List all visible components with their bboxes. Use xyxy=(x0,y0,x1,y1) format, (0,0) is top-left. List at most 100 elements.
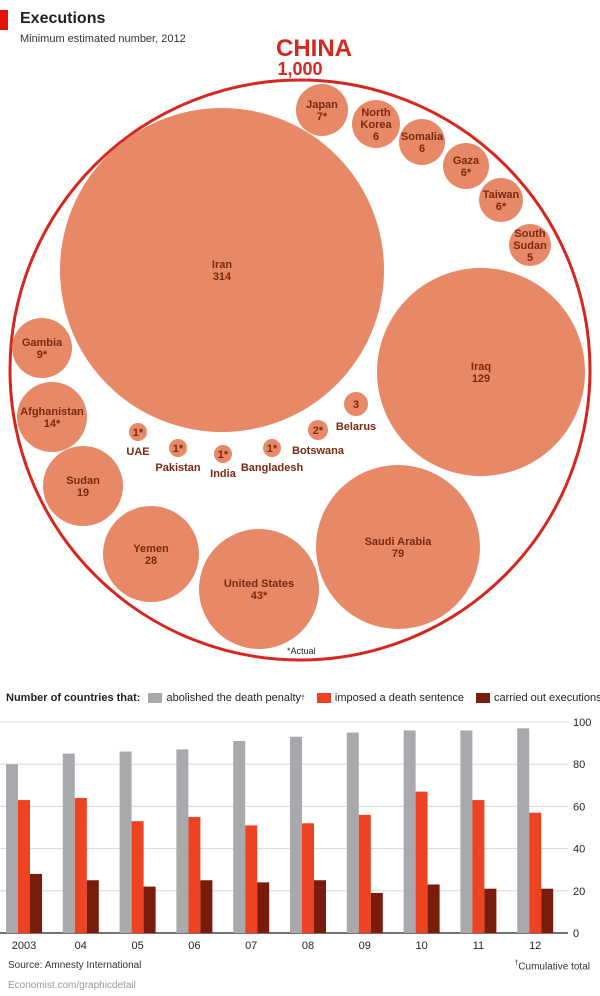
bubble-label-iran: Iran xyxy=(212,259,232,271)
bubble-label-afghanistan: Afghanistan xyxy=(20,406,84,418)
bubble-value-gaza: 6* xyxy=(461,167,472,179)
bubble-value-pakistan: 1* xyxy=(173,443,184,455)
bubble-label-iraq: Iraq xyxy=(471,361,491,373)
bubble-label-gaza: Gaza xyxy=(453,155,480,167)
x-tick-label-08: 08 xyxy=(302,940,314,952)
y-tick-label-40: 40 xyxy=(573,844,585,856)
bubble-label-south-sudan-0: South xyxy=(514,228,545,240)
bubble-value-yemen: 28 xyxy=(145,555,157,567)
actual-note: *Actual xyxy=(287,646,316,656)
legend-label-abolished: abolished the death penalty xyxy=(166,692,302,704)
bar-imposed-12 xyxy=(529,812,542,933)
legend-swatch-executed xyxy=(475,693,490,703)
bubble-botswana xyxy=(308,420,328,440)
bar-abolished-10 xyxy=(403,730,416,933)
bubble-pakistan xyxy=(169,439,187,457)
x-tick-label-10: 10 xyxy=(415,940,427,952)
bubble-value-united-states: 43* xyxy=(251,590,268,602)
bar-abolished-04 xyxy=(62,753,75,933)
legend-dagger: † xyxy=(301,694,305,702)
x-tick-label-2003: 2003 xyxy=(12,940,36,952)
bubble-value-iraq: 129 xyxy=(472,373,490,385)
bubble-label-taiwan: Taiwan xyxy=(483,189,520,201)
bar-executed-2003 xyxy=(30,873,42,933)
bar-abolished-08 xyxy=(290,736,302,933)
bar-imposed-2003 xyxy=(18,800,30,933)
bubble-value-afghanistan: 14* xyxy=(44,418,61,430)
bubble-label-yemen: Yemen xyxy=(133,543,169,555)
bar-executed-05 xyxy=(143,886,156,933)
chart-title: Executions xyxy=(20,10,106,27)
bar-abolished-2003 xyxy=(6,764,18,933)
bar-imposed-06 xyxy=(188,816,201,933)
bubble-united-states xyxy=(199,529,319,649)
footnote-dagger: † xyxy=(514,960,519,967)
bar-abolished-06 xyxy=(176,749,189,933)
bar-executed-09 xyxy=(370,892,383,933)
bar-imposed-08 xyxy=(302,823,314,933)
bubble-value-saudi-arabia: 79 xyxy=(392,548,404,560)
bubble-value-taiwan: 6* xyxy=(496,201,507,213)
bubble-value-south-sudan: 5 xyxy=(527,252,533,264)
bubble-label-north-korea-0: North xyxy=(361,107,391,119)
bubble-value-india: 1* xyxy=(218,449,229,461)
bubble-value-bangladesh: 1* xyxy=(267,443,278,455)
bubble-japan xyxy=(296,84,348,136)
x-tick-label-06: 06 xyxy=(188,940,200,952)
bar-imposed-07 xyxy=(245,825,258,933)
bar-executed-10 xyxy=(427,884,440,933)
bar-imposed-10 xyxy=(415,791,428,933)
bar-chart-title: Number of countries that: xyxy=(6,692,141,704)
bubble-label-japan: Japan xyxy=(306,99,338,111)
bar-abolished-12 xyxy=(517,728,530,933)
bar-imposed-04 xyxy=(74,797,87,933)
bar-executed-07 xyxy=(257,882,270,933)
bar-abolished-09 xyxy=(346,732,359,933)
bar-imposed-05 xyxy=(131,821,144,933)
bar-imposed-09 xyxy=(358,814,371,933)
legend-swatch-imposed xyxy=(316,693,331,703)
y-tick-label-60: 60 xyxy=(573,801,585,813)
x-tick-label-12: 12 xyxy=(529,940,541,952)
bubble-iran xyxy=(60,108,384,432)
bar-abolished-07 xyxy=(233,740,246,933)
source-note: Source: Amnesty International xyxy=(8,960,142,971)
y-tick-label-80: 80 xyxy=(573,759,585,771)
x-tick-label-04: 04 xyxy=(75,940,87,952)
bubble-value-somalia: 6 xyxy=(419,143,425,155)
legend-item-executed: carried out executions xyxy=(475,692,600,704)
bubble-label-belarus: Belarus xyxy=(336,421,376,433)
bubble-sudan xyxy=(43,446,123,526)
bubble-label-north-korea-1: Korea xyxy=(360,119,392,131)
bubble-label-uae: UAE xyxy=(126,446,149,458)
bar-abolished-11 xyxy=(460,730,473,933)
bubble-iraq xyxy=(377,268,585,476)
bar-executed-12 xyxy=(541,888,554,933)
y-tick-label-100: 100 xyxy=(573,717,591,729)
bubble-value-japan: 7* xyxy=(317,111,328,123)
legend-swatch-abolished xyxy=(148,693,163,703)
bubble-label-gambia: Gambia xyxy=(22,337,63,349)
x-tick-label-05: 05 xyxy=(131,940,143,952)
legend-label-executed: carried out executions xyxy=(493,692,600,704)
china-label: CHINA xyxy=(276,35,352,62)
legend-item-abolished: abolished the death penalty † xyxy=(148,692,305,704)
bubble-saudi-arabia xyxy=(316,465,480,629)
bubble-label-somalia: Somalia xyxy=(401,131,444,143)
bubble-value-botswana: 2* xyxy=(313,425,324,437)
bubble-yemen xyxy=(103,506,199,602)
bar-executed-04 xyxy=(86,880,99,933)
bubble-gaza xyxy=(443,143,489,189)
y-tick-label-0: 0 xyxy=(573,928,579,940)
bubble-label-botswana: Botswana xyxy=(292,445,345,457)
x-tick-label-09: 09 xyxy=(359,940,371,952)
bubble-gambia xyxy=(12,318,72,378)
bubble-value-north-korea: 6 xyxy=(373,131,379,143)
cumulative-footnote: †Cumulative total xyxy=(514,960,590,972)
bubble-label-south-sudan-1: Sudan xyxy=(513,240,547,252)
accent-bar xyxy=(0,10,8,30)
bubble-afghanistan xyxy=(17,382,87,452)
footnote-text: Cumulative total xyxy=(518,961,590,973)
bar-executed-08 xyxy=(314,880,326,933)
